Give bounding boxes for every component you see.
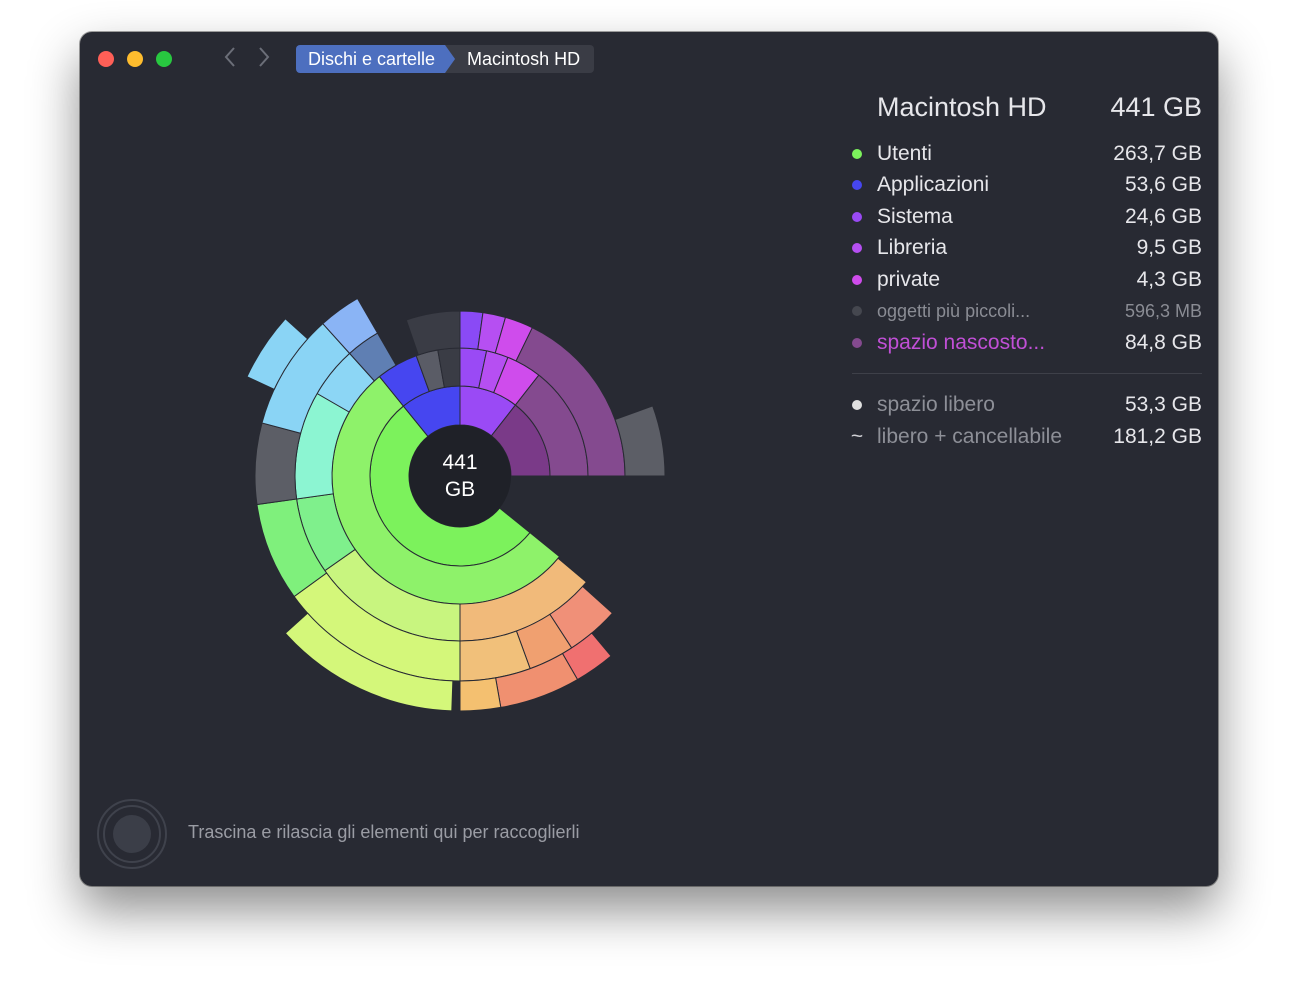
legend-label: spazio libero — [877, 393, 995, 417]
disk-total: 441 GB — [1110, 92, 1202, 122]
sunburst-segment[interactable] — [614, 405, 666, 477]
legend-label: oggetti più piccoli... — [877, 300, 1031, 321]
breadcrumb: Dischi e cartelle Macintosh HD — [296, 45, 595, 73]
chevron-right-icon — [259, 47, 270, 67]
breadcrumb-root[interactable]: Dischi e cartelle — [296, 45, 455, 73]
summary-header: Macintosh HD 441 GB — [850, 92, 1202, 136]
breadcrumb-current[interactable]: Macintosh HD — [445, 45, 595, 73]
legend-dot — [852, 274, 862, 285]
legend-row-smaller-items[interactable]: oggetti più piccoli... 596,3 MB — [850, 296, 1202, 328]
chevron-left-icon — [224, 47, 235, 67]
legend-label: Applicazioni — [877, 173, 990, 197]
tilde-icon: ~ — [850, 424, 864, 448]
legend-dot — [852, 243, 862, 254]
legend-row-purgeable[interactable]: ~ libero + cancellabile 181,2 GB — [850, 421, 1202, 453]
center-circle[interactable] — [409, 425, 511, 527]
legend-value: 9,5 GB — [1136, 236, 1202, 260]
legend-divider — [852, 372, 1202, 374]
legend-row-utenti[interactable]: Utenti 263,7 GB — [850, 138, 1202, 170]
legend-dot — [852, 337, 862, 348]
legend-row-hidden-space[interactable]: spazio nascosto... 84,8 GB — [850, 327, 1202, 359]
center-unit: GB — [445, 478, 475, 501]
legend-value: 53,6 GB — [1124, 173, 1202, 197]
legend-label: Utenti — [877, 141, 932, 165]
sunburst-segment[interactable] — [246, 318, 309, 391]
app-window: Dischi e cartelle Macintosh HD 441 GB Ma… — [80, 32, 1218, 886]
legend-value: 84,8 GB — [1124, 330, 1202, 354]
zoom-window-button[interactable] — [156, 51, 172, 67]
center-value: 441 — [442, 451, 477, 474]
legend-value: 53,3 GB — [1124, 393, 1202, 417]
disk-name: Macintosh HD — [877, 92, 1047, 122]
sunburst-segment[interactable] — [459, 677, 502, 712]
drop-hint-text: Trascina e rilascia gli elementi qui per… — [188, 822, 580, 842]
legend-row-private[interactable]: private 4,3 GB — [850, 264, 1202, 296]
legend-value: 181,2 GB — [1113, 424, 1202, 448]
legend-label: private — [877, 267, 941, 291]
legend-dot — [852, 400, 862, 411]
sunburst-segment[interactable] — [322, 297, 379, 355]
sunburst-segment[interactable] — [284, 612, 454, 712]
forward-button[interactable] — [252, 46, 276, 72]
drop-target-icon[interactable] — [96, 798, 168, 870]
legend-value: 263,7 GB — [1113, 141, 1202, 165]
legend-label-link[interactable]: spazio nascosto... — [877, 330, 1046, 354]
sunburst-segment[interactable] — [405, 310, 461, 356]
disk-usage-sunburst[interactable]: 441 GB — [220, 250, 700, 770]
legend-row-applicazioni[interactable]: Applicazioni 53,6 GB — [850, 170, 1202, 202]
legend-value: 4,3 GB — [1136, 267, 1202, 291]
legend-label: libero + cancellabile — [877, 424, 1063, 448]
legend-label: Libreria — [877, 236, 948, 260]
legend-dot — [852, 148, 862, 159]
legend-dot — [852, 180, 862, 191]
legend-row-free-space[interactable]: spazio libero 53,3 GB — [850, 390, 1202, 422]
legend-row-sistema[interactable]: Sistema 24,6 GB — [850, 201, 1202, 233]
back-button[interactable] — [218, 46, 242, 72]
legend-value: 24,6 GB — [1124, 204, 1202, 228]
size-summary-panel: Macintosh HD 441 GB Utenti 263,7 GB Appl… — [850, 92, 1202, 453]
legend-value: 596,3 MB — [1124, 300, 1202, 321]
legend-dot — [852, 211, 862, 222]
legend-label: Sistema — [877, 204, 953, 228]
legend-row-libreria[interactable]: Libreria 9,5 GB — [850, 233, 1202, 265]
sunburst-segment[interactable] — [254, 422, 302, 506]
legend-dot — [852, 306, 862, 317]
close-window-button[interactable] — [98, 51, 114, 67]
minimize-window-button[interactable] — [127, 51, 143, 67]
